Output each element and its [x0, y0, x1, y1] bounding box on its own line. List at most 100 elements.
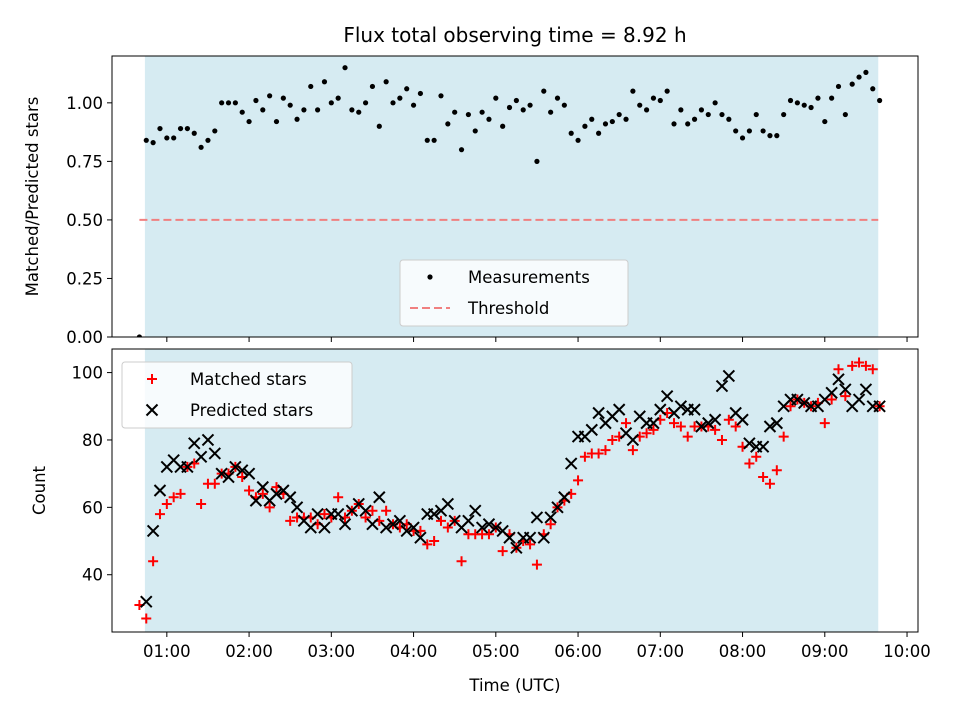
measurement-point — [561, 102, 567, 108]
predicted-star-point — [859, 383, 873, 396]
predicted-star-point — [873, 400, 886, 413]
matched-star-point — [860, 360, 871, 371]
measurement-point — [157, 125, 163, 132]
measurement-point — [698, 107, 705, 113]
measurement-point — [143, 137, 149, 143]
predicted-star-point — [366, 517, 379, 531]
matched-star-point — [723, 414, 734, 425]
measurement-point — [602, 121, 609, 127]
measurement-point — [356, 109, 362, 115]
predicted-star-point — [715, 379, 729, 393]
measurement-point — [513, 97, 519, 104]
predicted-star-point — [626, 433, 640, 447]
measurement-point — [671, 121, 677, 127]
matched-star-point — [716, 434, 727, 445]
measurement-point — [815, 95, 821, 101]
measurement-point — [465, 111, 471, 118]
predicted-star-point — [414, 531, 427, 544]
predicted-star-point — [194, 450, 208, 464]
matched-star-point — [648, 424, 659, 435]
predicted-star-point — [242, 467, 256, 480]
axes-frame — [111, 348, 919, 633]
y-axis: 0.00 0.25 0.50 0.75 1.00 — [66, 94, 112, 347]
matched-star-point — [141, 613, 152, 624]
measurement-point — [589, 116, 595, 122]
matched-star-point — [244, 485, 255, 496]
predicted-star-point — [695, 420, 708, 433]
predicted-star-point — [304, 521, 317, 534]
measurement-point — [753, 111, 759, 118]
predicted-star-point — [743, 437, 756, 450]
measurement-point — [630, 88, 636, 94]
matched-star-point — [573, 475, 584, 486]
legend-label: Threshold — [467, 299, 549, 318]
predicted-star-point — [373, 491, 386, 504]
y-tick-label: 40 — [82, 566, 103, 585]
predicted-star-point — [283, 491, 297, 504]
matched-star-point — [319, 509, 330, 520]
matched-star-point — [456, 556, 467, 567]
measurement-point — [171, 135, 177, 141]
measurement-point — [246, 118, 252, 125]
predicted-star-point — [222, 470, 235, 484]
measurement-point — [822, 118, 828, 125]
measurement-point — [136, 334, 143, 337]
matched-star-point — [600, 445, 611, 456]
matched-star-point — [675, 421, 686, 432]
series-measurements — [136, 65, 883, 337]
x-tick-label: 07:00 — [637, 642, 685, 661]
predicted-star-point — [770, 416, 784, 430]
measurement-point — [253, 97, 259, 104]
measurement-point — [458, 147, 465, 153]
chart-title: Flux total observing time = 8.92 h — [343, 23, 686, 47]
legend-box — [399, 259, 629, 327]
predicted-star-point — [462, 514, 475, 528]
legend-x-icon — [145, 403, 159, 417]
measurement-point — [877, 97, 883, 104]
matched-star-point — [833, 364, 844, 375]
measurement-point — [150, 140, 156, 146]
legend-label: Matched stars — [190, 370, 307, 389]
plot-area — [136, 65, 883, 337]
predicted-star-point — [441, 497, 455, 511]
x-tick-label: 04:00 — [390, 642, 438, 661]
measurement-point — [733, 128, 739, 134]
measurement-point — [328, 100, 334, 106]
matched-star-point — [175, 488, 186, 499]
measurement-point — [678, 107, 684, 113]
measurement-point — [212, 128, 218, 134]
matched-star-point — [422, 539, 433, 550]
measurement-point — [506, 104, 513, 111]
matched-star-point — [847, 360, 858, 371]
predicted-star-point — [674, 400, 688, 413]
predicted-star-point — [564, 457, 578, 470]
matched-star-point — [854, 357, 865, 368]
measurement-point — [541, 88, 547, 94]
measurement-point — [424, 137, 430, 143]
measurement-point — [438, 93, 444, 99]
measurement-point — [383, 79, 389, 85]
predicted-star-point — [558, 491, 571, 504]
matched-star-point — [161, 498, 172, 509]
measurement-point — [685, 121, 691, 127]
matched-star-point — [627, 445, 638, 456]
legend: Matched stars Predicted stars — [121, 361, 353, 429]
predicted-star-point — [146, 524, 160, 538]
measurement-point — [260, 107, 266, 113]
predicted-star-point — [482, 517, 496, 531]
predicted-star-point — [338, 517, 352, 531]
x-tick-label: 05:00 — [472, 642, 520, 661]
matched-star-point — [257, 488, 268, 499]
measurement-point — [657, 97, 663, 104]
matched-star-point — [545, 519, 556, 530]
matched-star-point — [778, 431, 789, 442]
legend-dot-icon — [427, 274, 433, 280]
matched-star-point — [196, 498, 207, 509]
measurement-point — [280, 95, 286, 101]
measurement-point — [691, 116, 698, 122]
predicted-star-point — [756, 440, 770, 453]
y-tick-label: 0.75 — [66, 152, 103, 171]
measurement-point — [787, 97, 794, 104]
